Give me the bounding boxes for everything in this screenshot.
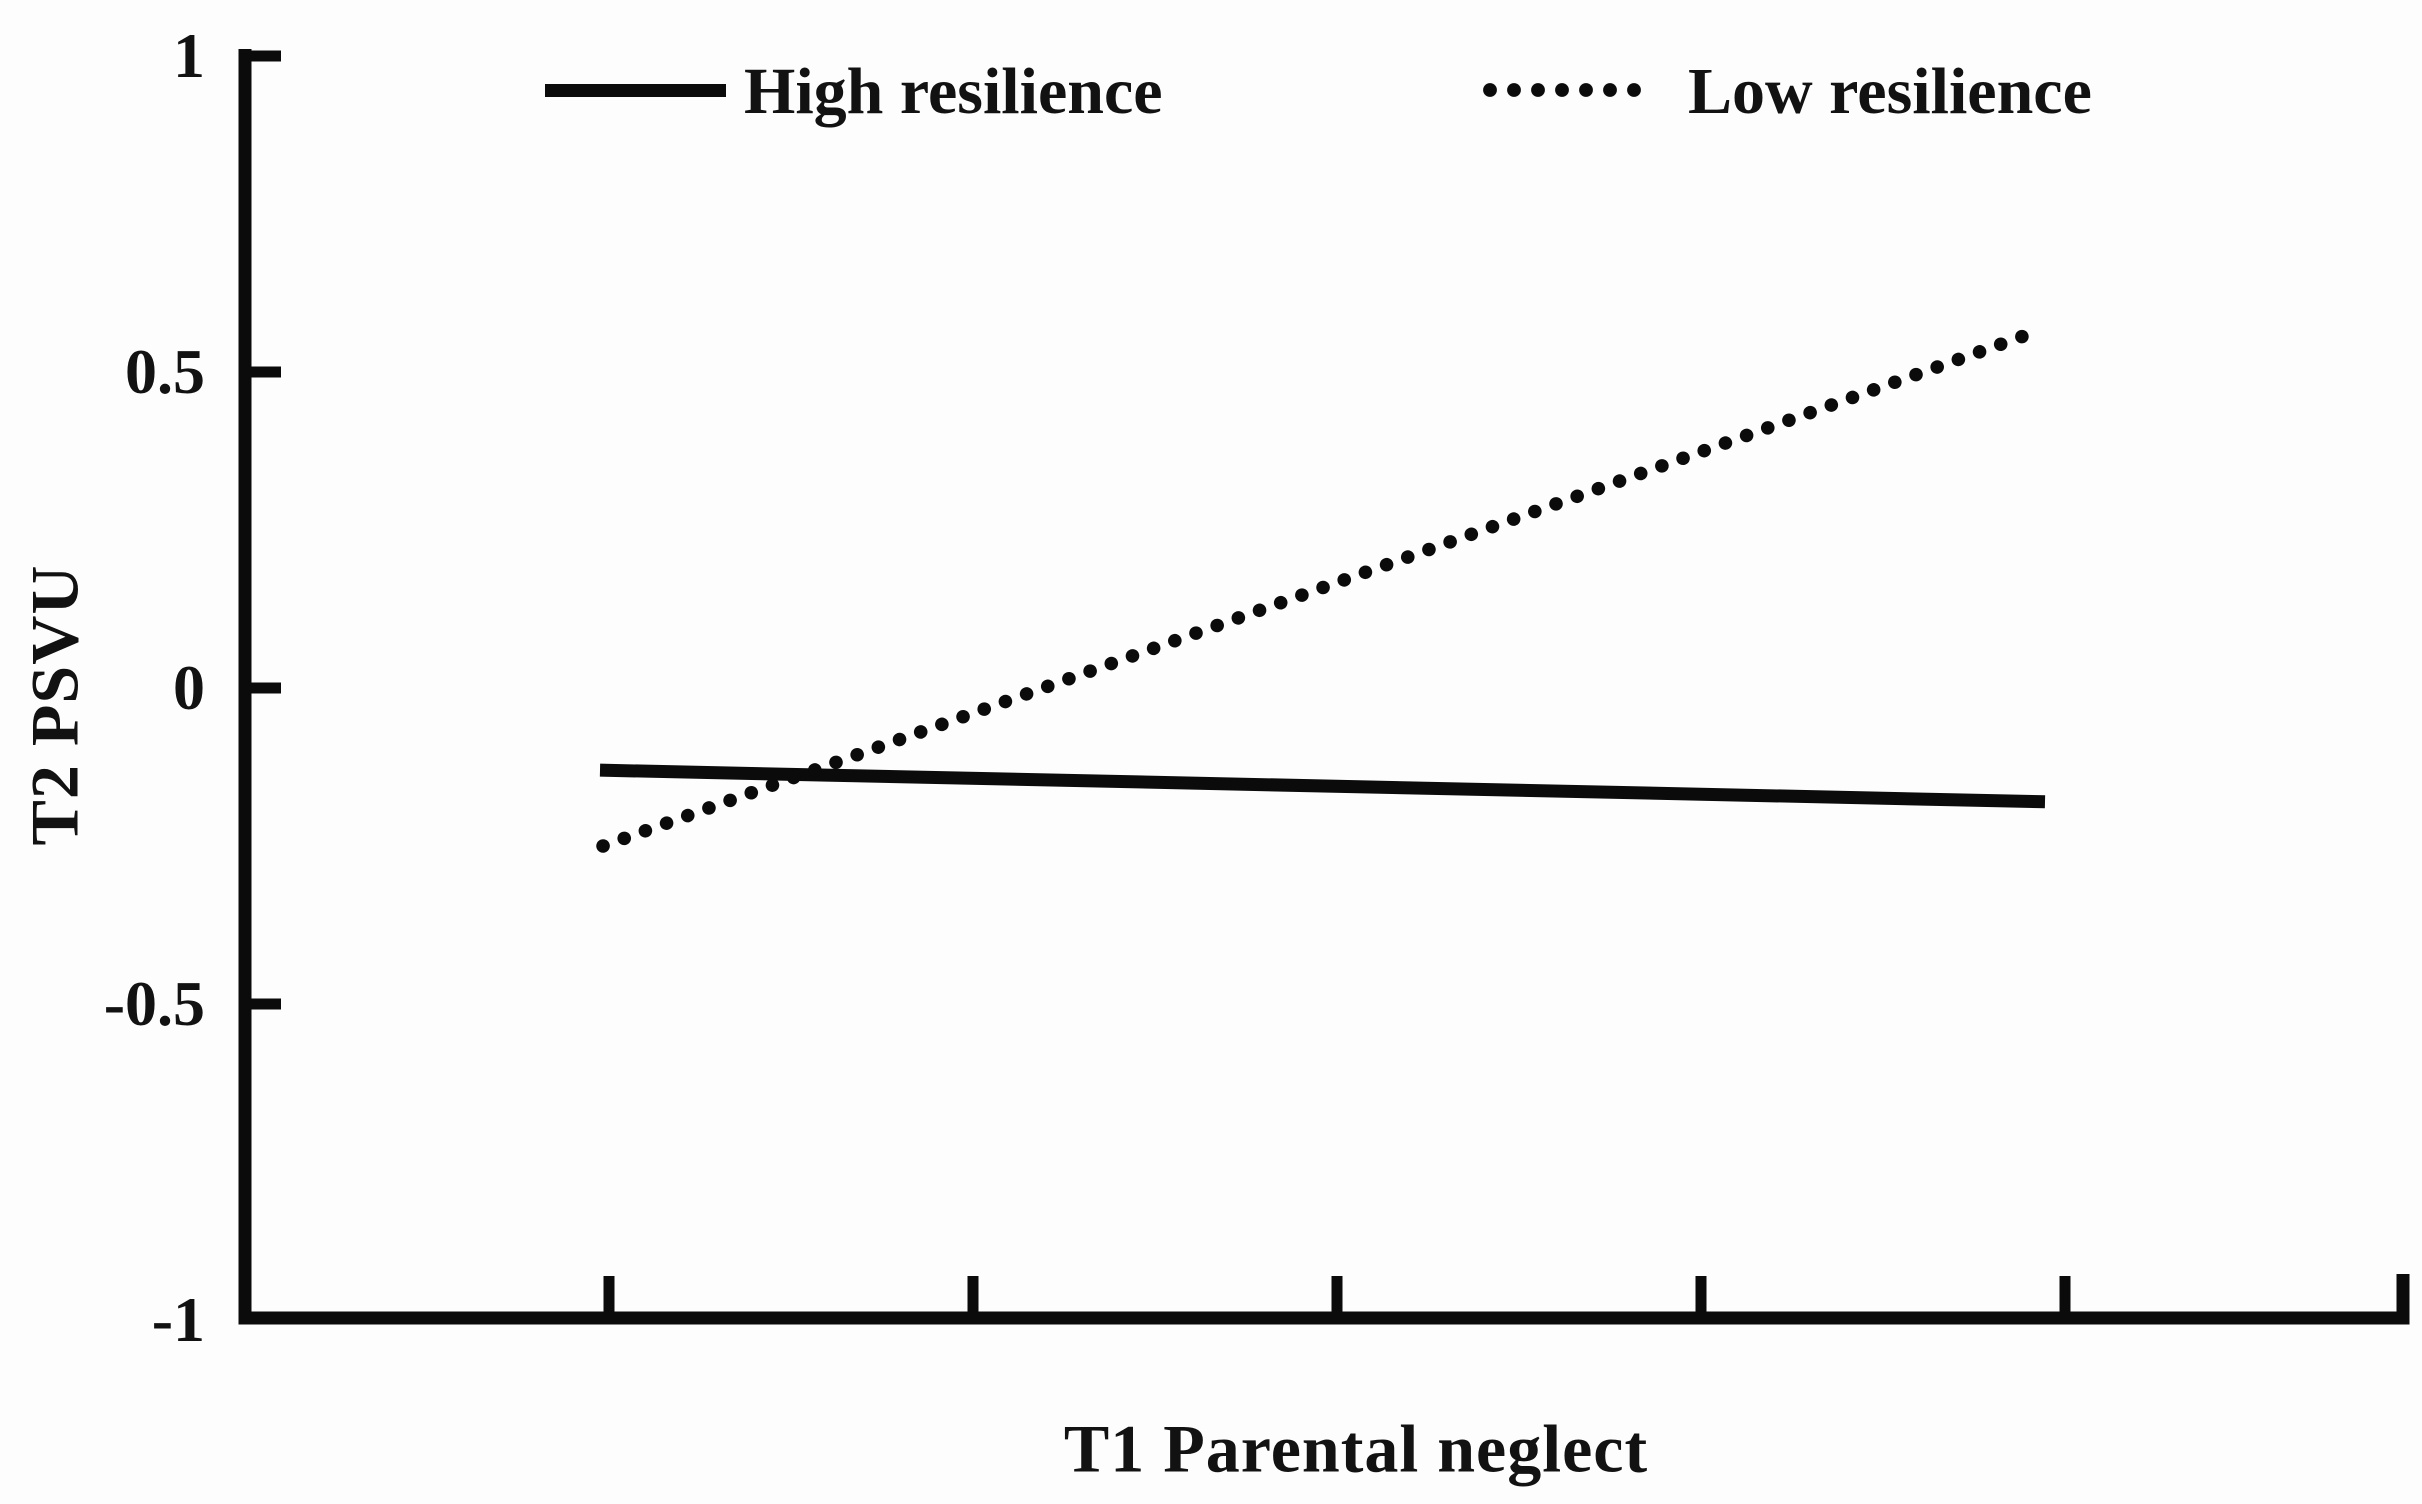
legend-swatch-dotted-line-icon bbox=[1478, 82, 1646, 98]
y-tick-label-0: 0 bbox=[173, 652, 205, 723]
legend-label-high-resilience: High resilience bbox=[744, 55, 1163, 128]
x-axis-title: T1 Parental neglect bbox=[1063, 1410, 1649, 1487]
legend-label-low-resilience: Low resilience bbox=[1688, 55, 2092, 128]
y-tick-label-neg0p5: -0.5 bbox=[103, 968, 205, 1039]
y-tick-label-1: 1 bbox=[173, 20, 205, 91]
y-axis-title: T2 PSVU bbox=[16, 564, 93, 846]
legend-swatch-solid-line-icon bbox=[545, 84, 726, 97]
y-tick-label-neg1: -1 bbox=[151, 1284, 205, 1355]
y-tick-label-0p5: 0.5 bbox=[125, 336, 205, 407]
